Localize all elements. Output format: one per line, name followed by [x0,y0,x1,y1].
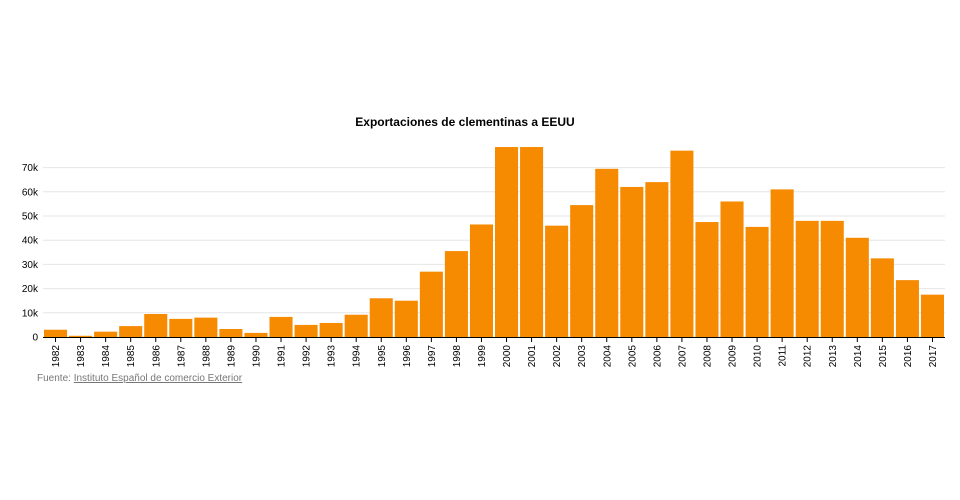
bar-1982 [44,329,68,337]
bar-2010 [745,226,769,337]
source-prefix: Fuente: [37,373,74,384]
x-tick-label: 2003 [577,345,588,368]
bar-2017 [920,294,944,337]
bar-1990 [244,332,268,337]
x-tick-label: 1996 [402,345,413,368]
bar-2012 [795,220,819,337]
chart-title: Exportaciones de clementinas a EEUU [355,115,574,129]
y-tick-label: 30k [22,260,39,271]
x-tick-label: 2002 [552,345,563,368]
bar-2003 [570,205,594,337]
x-tick-label: 2017 [928,345,939,368]
bar-1985 [119,326,143,337]
x-tick-label: 2012 [803,345,814,368]
bar-1988 [194,317,218,337]
gridlines [43,167,945,314]
bar-2016 [895,280,919,337]
x-tick-label: 1999 [477,345,488,368]
source-note: Fuente: Instituto Español de comercio Ex… [37,373,242,384]
x-tick-label: 2001 [527,345,538,368]
x-tick-label: 1992 [302,345,313,368]
x-tick-label: 2010 [753,345,764,368]
x-tick-label: 1988 [201,345,212,368]
x-tick-label: 2011 [778,345,789,367]
bar-1991 [269,316,293,337]
x-tick-label: 1984 [101,345,112,368]
x-tick-label: 2005 [627,345,638,368]
x-tick-label: 2016 [903,345,914,368]
y-tick-label: 70k [22,163,39,174]
bar-2004 [595,168,619,337]
x-axis: 1982 1983 1984 1985 1986 1987 1988 1989 1990 1991… [43,337,945,367]
x-tick-label: 1983 [76,345,87,368]
y-tick-label: 50k [22,212,39,223]
x-tick-label: 1987 [176,345,187,368]
y-tick-label: 40k [22,236,39,247]
bar-1995 [369,298,393,337]
x-tick-label: 1997 [427,345,438,368]
bar-2001 [520,147,544,337]
bar-2009 [720,201,744,337]
y-tick-label: 60k [22,187,39,198]
bar-1989 [219,329,243,337]
bar-2011 [770,189,794,337]
x-tick-label: 2007 [677,345,688,368]
bar-1999 [469,224,493,337]
x-tick-label: 2009 [728,345,739,368]
bar-1986 [144,314,168,337]
y-tick-label: 20k [22,284,39,295]
y-tick-label: 10k [22,308,39,319]
x-tick-label: 1989 [226,345,237,368]
bar-2005 [620,186,644,337]
x-tick-label: 2008 [702,345,713,368]
bar-1998 [444,251,468,337]
bar-1992 [294,324,318,337]
x-tick-label: 1998 [452,345,463,368]
bar-1983 [69,335,93,337]
bars [44,147,944,337]
bar-1987 [169,318,193,337]
y-tick-label: 0 [32,333,38,344]
x-tick-label: 1986 [151,345,162,368]
bar-1994 [344,314,368,337]
x-tick-label: 2014 [853,345,864,368]
bar-1997 [419,271,443,337]
bar-2015 [870,258,894,337]
x-tick-label: 2004 [602,345,613,368]
x-tick-label: 1985 [126,345,137,368]
x-tick-label: 1982 [51,345,62,368]
x-tick-label: 1991 [277,345,288,368]
x-tick-label: 1994 [352,345,363,368]
x-tick-label: 2015 [878,345,889,368]
bar-2000 [495,147,519,337]
y-axis: 0 10k 20k 30k 40k 50k 60k 70k [22,163,39,343]
x-tick-label: 1995 [377,345,388,368]
x-tick-label: 1993 [327,345,338,368]
bar-2013 [820,220,844,337]
x-tick-label: 2006 [652,345,663,368]
bar-2006 [645,182,669,337]
x-tick-label: 2013 [828,345,839,368]
bar-2014 [845,237,869,337]
bar-2008 [695,222,719,337]
x-tick-label: 2000 [502,345,513,368]
source-link[interactable]: Instituto Español de comercio Exterior [73,373,243,384]
bar-2007 [670,150,694,337]
bar-1984 [94,331,118,337]
x-tick-label: 1990 [251,345,262,368]
bar-1996 [394,300,418,337]
bar-1993 [319,322,343,337]
bar-2002 [545,225,569,337]
